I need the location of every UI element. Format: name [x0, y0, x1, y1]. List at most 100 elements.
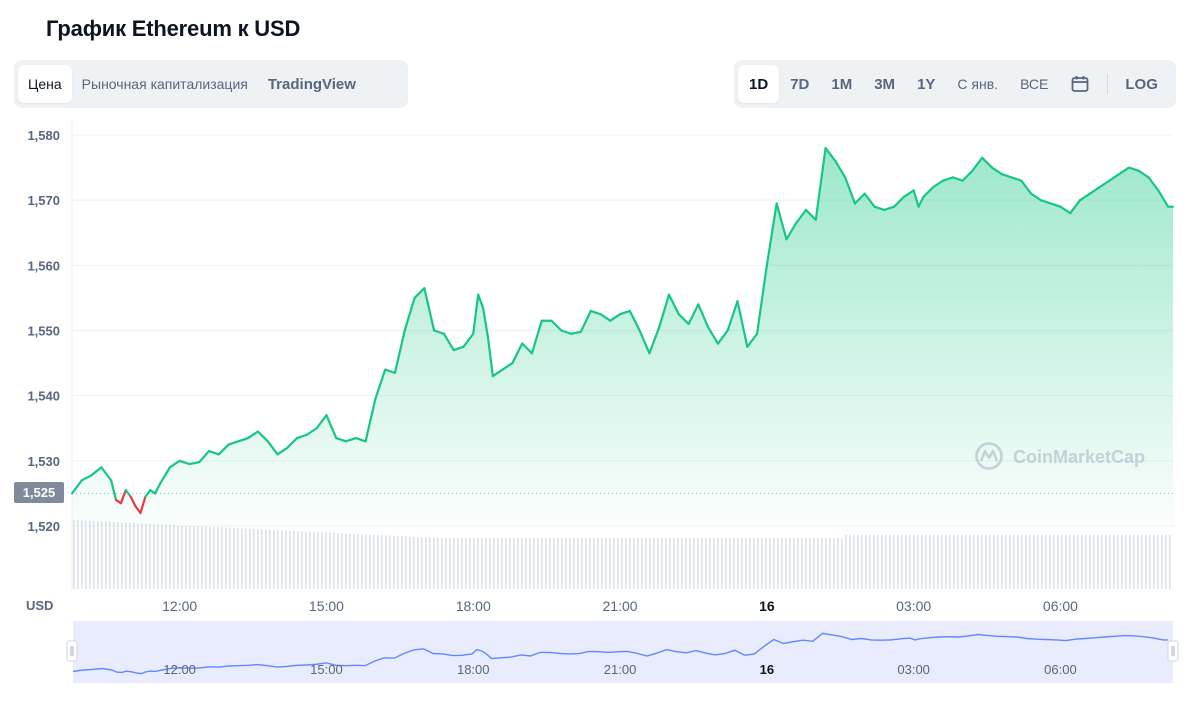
volume-bar	[165, 524, 167, 589]
price-segment	[472, 293, 480, 335]
volume-bar	[413, 536, 415, 589]
volume-bar	[1169, 535, 1171, 589]
calendar-icon	[1071, 76, 1089, 92]
price-segment	[834, 159, 847, 179]
volume-bar	[321, 532, 323, 589]
volume-bar	[753, 538, 755, 589]
volume-bar	[533, 538, 535, 589]
price-segment	[374, 368, 387, 401]
volume-bar	[1077, 535, 1079, 589]
volume-bar	[597, 538, 599, 589]
volume-bar	[361, 534, 363, 589]
volume-bar	[465, 538, 467, 589]
volume-bar	[225, 527, 227, 589]
tab-range-1y[interactable]: 1Y	[917, 75, 936, 93]
tab-range-1m[interactable]: 1M	[831, 75, 853, 93]
price-segment	[530, 319, 543, 355]
volume-bar	[349, 533, 351, 589]
price-segment	[1049, 202, 1062, 208]
volume-bar	[217, 527, 219, 589]
volume-bar	[317, 532, 319, 589]
volume-bar	[481, 538, 483, 589]
volume-bar	[501, 538, 503, 589]
tab-range-all[interactable]: ВСЕ	[1020, 76, 1049, 92]
tab-price[interactable]: Цена	[18, 65, 72, 103]
volume-bar	[121, 522, 123, 589]
tab-market-cap[interactable]: Рыночная капитализация	[81, 76, 248, 92]
volume-bar	[789, 538, 791, 589]
volume-bar	[817, 538, 819, 589]
volume-bar	[897, 535, 899, 589]
volume-bar	[709, 538, 711, 589]
y-tick-label: 1,560	[27, 258, 60, 273]
volume-bar	[205, 526, 207, 589]
tab-range-ytd[interactable]: С янв.	[957, 76, 999, 92]
price-segment	[237, 436, 250, 443]
volume-bar	[993, 535, 995, 589]
volume-bar	[741, 538, 743, 589]
volume-bar	[645, 538, 647, 589]
volume-bar	[685, 538, 687, 589]
volume-bar	[1161, 535, 1163, 589]
volume-bar	[1117, 535, 1119, 589]
price-segment	[168, 459, 181, 469]
tab-tradingview[interactable]: TradingView	[267, 75, 356, 93]
volume-bar	[661, 538, 663, 589]
navigator-right-handle[interactable]	[1167, 640, 1179, 662]
volume-bar	[141, 523, 143, 589]
volume-bar	[85, 520, 87, 589]
volume-bar	[697, 538, 699, 589]
volume-bar	[1033, 535, 1035, 589]
price-segment	[188, 461, 201, 466]
volume-bar	[969, 535, 971, 589]
volume-bar	[557, 538, 559, 589]
volume-bar	[305, 531, 307, 589]
volume-bar	[325, 532, 327, 589]
volume-bar	[541, 538, 543, 589]
log-scale-button[interactable]: LOG	[1125, 75, 1158, 93]
price-segment	[990, 166, 1003, 176]
volume-bar	[893, 535, 895, 589]
volume-bar	[1109, 535, 1111, 589]
tab-range-1d[interactable]: 1D	[738, 65, 780, 103]
x-tick-label: 15:00	[309, 598, 344, 614]
price-segment	[144, 489, 152, 498]
volume-bar	[925, 535, 927, 589]
volume-bar	[765, 538, 767, 589]
navigator[interactable]: 12:00 15:00 18:00 21:00 16 03:00 06:00	[66, 621, 1179, 683]
price-segment	[129, 495, 137, 508]
price-segment	[207, 449, 220, 456]
price-segment	[971, 156, 984, 172]
volume-bar	[441, 538, 443, 589]
tab-range-7d[interactable]: 7D	[790, 75, 810, 93]
volume-bar	[977, 535, 979, 589]
volume-bar	[177, 525, 179, 589]
volume-bar	[257, 529, 259, 589]
volume-bar	[1149, 535, 1151, 589]
volume-bar	[641, 538, 643, 589]
volume-bar	[149, 523, 151, 589]
tab-range-3m[interactable]: 3M	[874, 75, 896, 93]
price-segment	[286, 436, 299, 449]
volume-bar	[1041, 535, 1043, 589]
volume-bar	[809, 538, 811, 589]
volume-bar	[145, 523, 147, 589]
price-segment	[403, 296, 416, 332]
volume-bar	[193, 525, 195, 589]
volume-bar	[785, 538, 787, 589]
price-segment	[335, 436, 348, 443]
price-segment	[442, 332, 455, 352]
price-area-fill	[72, 148, 1173, 527]
volume-bar	[889, 535, 891, 589]
volume-bar	[309, 531, 311, 589]
navigator-left-handle[interactable]	[66, 640, 78, 662]
volume-bar	[1081, 535, 1083, 589]
volume-bar	[285, 530, 287, 589]
calendar-button[interactable]	[1059, 65, 1101, 103]
volume-bar	[1145, 535, 1147, 589]
price-segment	[295, 433, 308, 440]
volume-bar	[933, 535, 935, 589]
price-segment	[648, 326, 661, 355]
volume-bar	[1133, 535, 1135, 589]
